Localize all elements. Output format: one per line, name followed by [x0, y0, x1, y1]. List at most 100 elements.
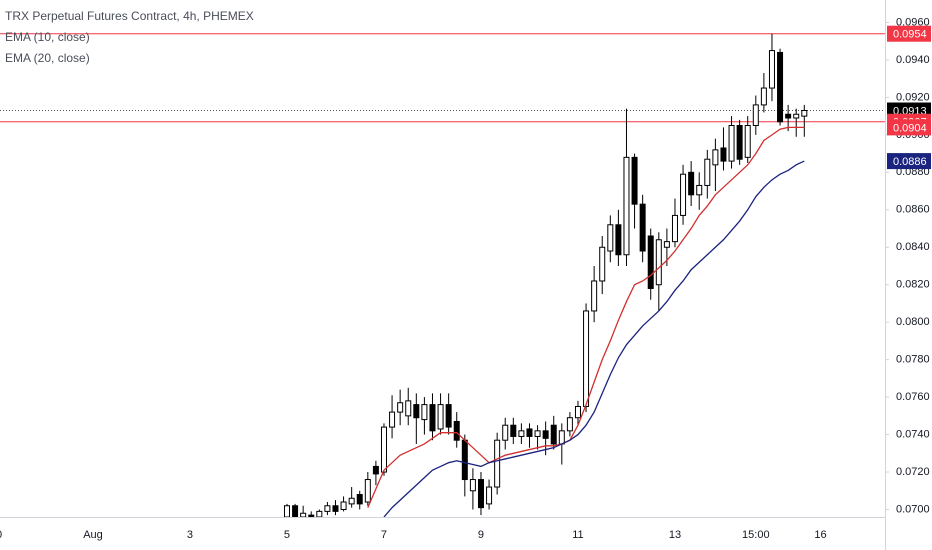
candle-body: [308, 514, 315, 517]
y-tick-label: 0.0760: [896, 391, 930, 403]
y-tick-label: 0.0860: [896, 204, 930, 216]
candle-body: [623, 156, 630, 256]
candle-body: [340, 501, 347, 511]
candle-body: [760, 87, 767, 106]
y-tick-label: 0.0720: [896, 466, 930, 478]
candle-body: [768, 50, 775, 89]
price-box-label: 0.0954: [893, 29, 927, 41]
candle-body: [300, 512, 307, 517]
candle-body: [631, 156, 638, 205]
candle-body: [389, 411, 396, 428]
candle-body: [728, 125, 735, 162]
candle-body: [736, 125, 743, 160]
candle-body: [583, 310, 590, 407]
chart-title: TRX Perpetual Futures Contract, 4h, PHEM…: [5, 9, 254, 23]
candle-body: [639, 203, 646, 252]
candle-body: [696, 184, 703, 196]
plot-area: [0, 33, 885, 517]
y-tick-label: 0.0800: [896, 316, 930, 328]
candle-body: [542, 430, 549, 439]
x-tick-label: 30: [0, 529, 2, 541]
candle-body: [526, 428, 533, 437]
candle-body: [777, 51, 784, 123]
candle-body: [558, 430, 565, 445]
candle-body: [550, 424, 557, 445]
x-tick-label: 5: [284, 529, 290, 541]
candle-body: [599, 246, 606, 282]
candle-body: [591, 280, 598, 312]
price-box: [887, 25, 931, 42]
candle-body: [461, 439, 468, 481]
candle-body: [663, 241, 670, 248]
candle-body: [534, 430, 541, 437]
candle-body: [801, 110, 808, 117]
axes: 0.0700 0.0720 0.0740 0.0760 0.0780 0.0800 0.08…: [0, 16, 931, 541]
y-tick-label: 0.0740: [896, 428, 930, 440]
price-box-label: 0.0904: [893, 122, 927, 134]
price-box: [887, 119, 931, 136]
ema-line: [367, 126, 805, 508]
candle-body: [372, 465, 379, 475]
price-box-label: 0.0886: [893, 156, 927, 168]
candle-body: [413, 404, 420, 419]
x-tick-label: 13: [669, 529, 681, 541]
candle-body: [574, 405, 581, 419]
candle-body: [397, 402, 404, 413]
candle-body: [356, 494, 363, 505]
candle-body: [445, 404, 452, 428]
candle-body: [469, 479, 476, 492]
x-tick-label: 7: [381, 529, 387, 541]
candle-body: [785, 113, 792, 119]
candle-body: [793, 113, 800, 119]
candle-body: [494, 439, 501, 488]
candle-body: [292, 505, 299, 517]
candle-body: [510, 424, 517, 437]
candle-body: [364, 479, 371, 503]
candle-body: [380, 426, 387, 473]
candle-body: [283, 505, 290, 517]
y-tick-label: 0.0700: [896, 503, 930, 515]
candle-body: [655, 239, 662, 286]
candle-body: [607, 224, 614, 252]
candle-body: [405, 400, 412, 417]
y-tick-label: 0.0960: [896, 16, 930, 28]
y-tick-label: 0.0940: [896, 54, 930, 66]
candle-body: [647, 235, 654, 289]
candle-body: [421, 404, 428, 421]
legend-entry: EMA (20, close): [5, 51, 90, 65]
candle-body: [704, 158, 711, 186]
y-tick-label: 0.0780: [896, 354, 930, 366]
x-tick-label: 3: [187, 529, 193, 541]
y-tick-label: 0.0920: [896, 91, 930, 103]
price-box: [887, 153, 931, 170]
candle-body: [477, 479, 484, 509]
x-tick-label: 9: [478, 529, 484, 541]
candle-body: [712, 149, 719, 166]
x-tick-label: 16: [814, 529, 826, 541]
candle-body: [324, 505, 331, 512]
y-tick-label: 0.0880: [896, 166, 930, 178]
candle-body: [502, 424, 509, 441]
legend-entry: EMA (10, close): [5, 30, 90, 44]
candle-body: [566, 417, 573, 432]
candle-body: [688, 171, 695, 196]
candle-body: [518, 430, 525, 437]
candle-body: [752, 104, 759, 127]
candle-body: [332, 505, 339, 512]
candle-body: [429, 404, 436, 432]
candle-body: [744, 125, 751, 158]
candle-body: [720, 147, 727, 162]
x-tick-label: Aug: [83, 529, 103, 541]
candle-body: [486, 486, 493, 505]
candle-body: [348, 497, 355, 505]
candle-body: [316, 510, 323, 517]
y-tick-label: 0.0820: [896, 279, 930, 291]
x-tick-label: 15:00: [742, 529, 770, 541]
candle-body: [437, 404, 444, 430]
ema-line: [383, 160, 805, 517]
candle-body: [453, 420, 460, 441]
candle-body: [680, 173, 687, 216]
candle-body: [615, 224, 622, 256]
y-tick-label: 0.0840: [896, 241, 930, 253]
